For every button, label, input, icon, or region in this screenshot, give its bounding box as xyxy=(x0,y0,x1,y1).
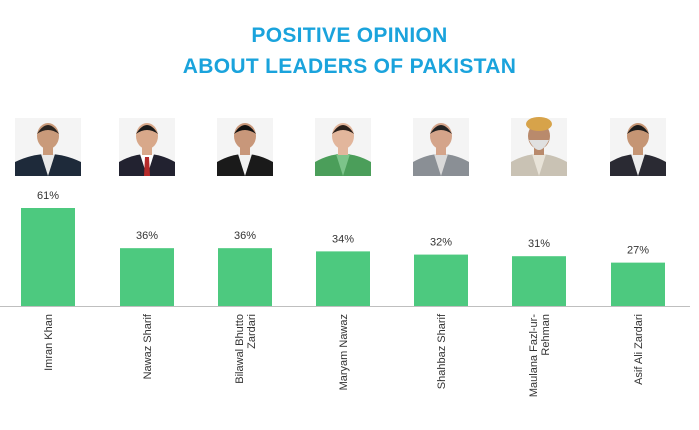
bar xyxy=(316,251,370,306)
category-label: Shahbaz Sharif xyxy=(436,313,448,389)
category-label: Asif Ali Zardari xyxy=(633,314,645,385)
value-label: 61% xyxy=(37,190,59,202)
value-label: 27% xyxy=(627,245,649,257)
portrait-icon xyxy=(217,118,273,176)
category-label: Nawaz Sharif xyxy=(142,313,154,379)
chart-title-line-2: ABOUT LEADERS OF PAKISTAN xyxy=(182,55,517,78)
value-label: 31% xyxy=(528,238,550,250)
portrait-icon xyxy=(413,118,469,176)
category-label: Maryam Nawaz xyxy=(338,314,350,390)
value-label: 36% xyxy=(136,230,158,242)
portrait-icon xyxy=(315,118,371,176)
portrait-icon xyxy=(15,118,81,176)
category-label: Bilawal Bhutto xyxy=(234,314,246,384)
bar xyxy=(414,254,468,306)
bar xyxy=(512,256,566,306)
portrait-icon xyxy=(119,118,175,176)
bar xyxy=(218,248,272,306)
bar xyxy=(611,262,665,306)
portrait-icon xyxy=(610,118,666,176)
category-label: Imran Khan xyxy=(43,314,55,371)
category-label: Maulana Fazl-ur- xyxy=(528,314,540,397)
bar xyxy=(21,208,75,306)
chart-title-line-1: POSITIVE OPINION xyxy=(251,24,448,47)
bar xyxy=(120,248,174,306)
category-label: Rehman xyxy=(540,314,552,356)
value-label: 34% xyxy=(332,233,354,245)
value-label: 32% xyxy=(430,237,452,249)
value-label: 36% xyxy=(234,230,256,242)
category-label: Zardari xyxy=(246,314,258,349)
portrait-icon xyxy=(511,117,567,176)
